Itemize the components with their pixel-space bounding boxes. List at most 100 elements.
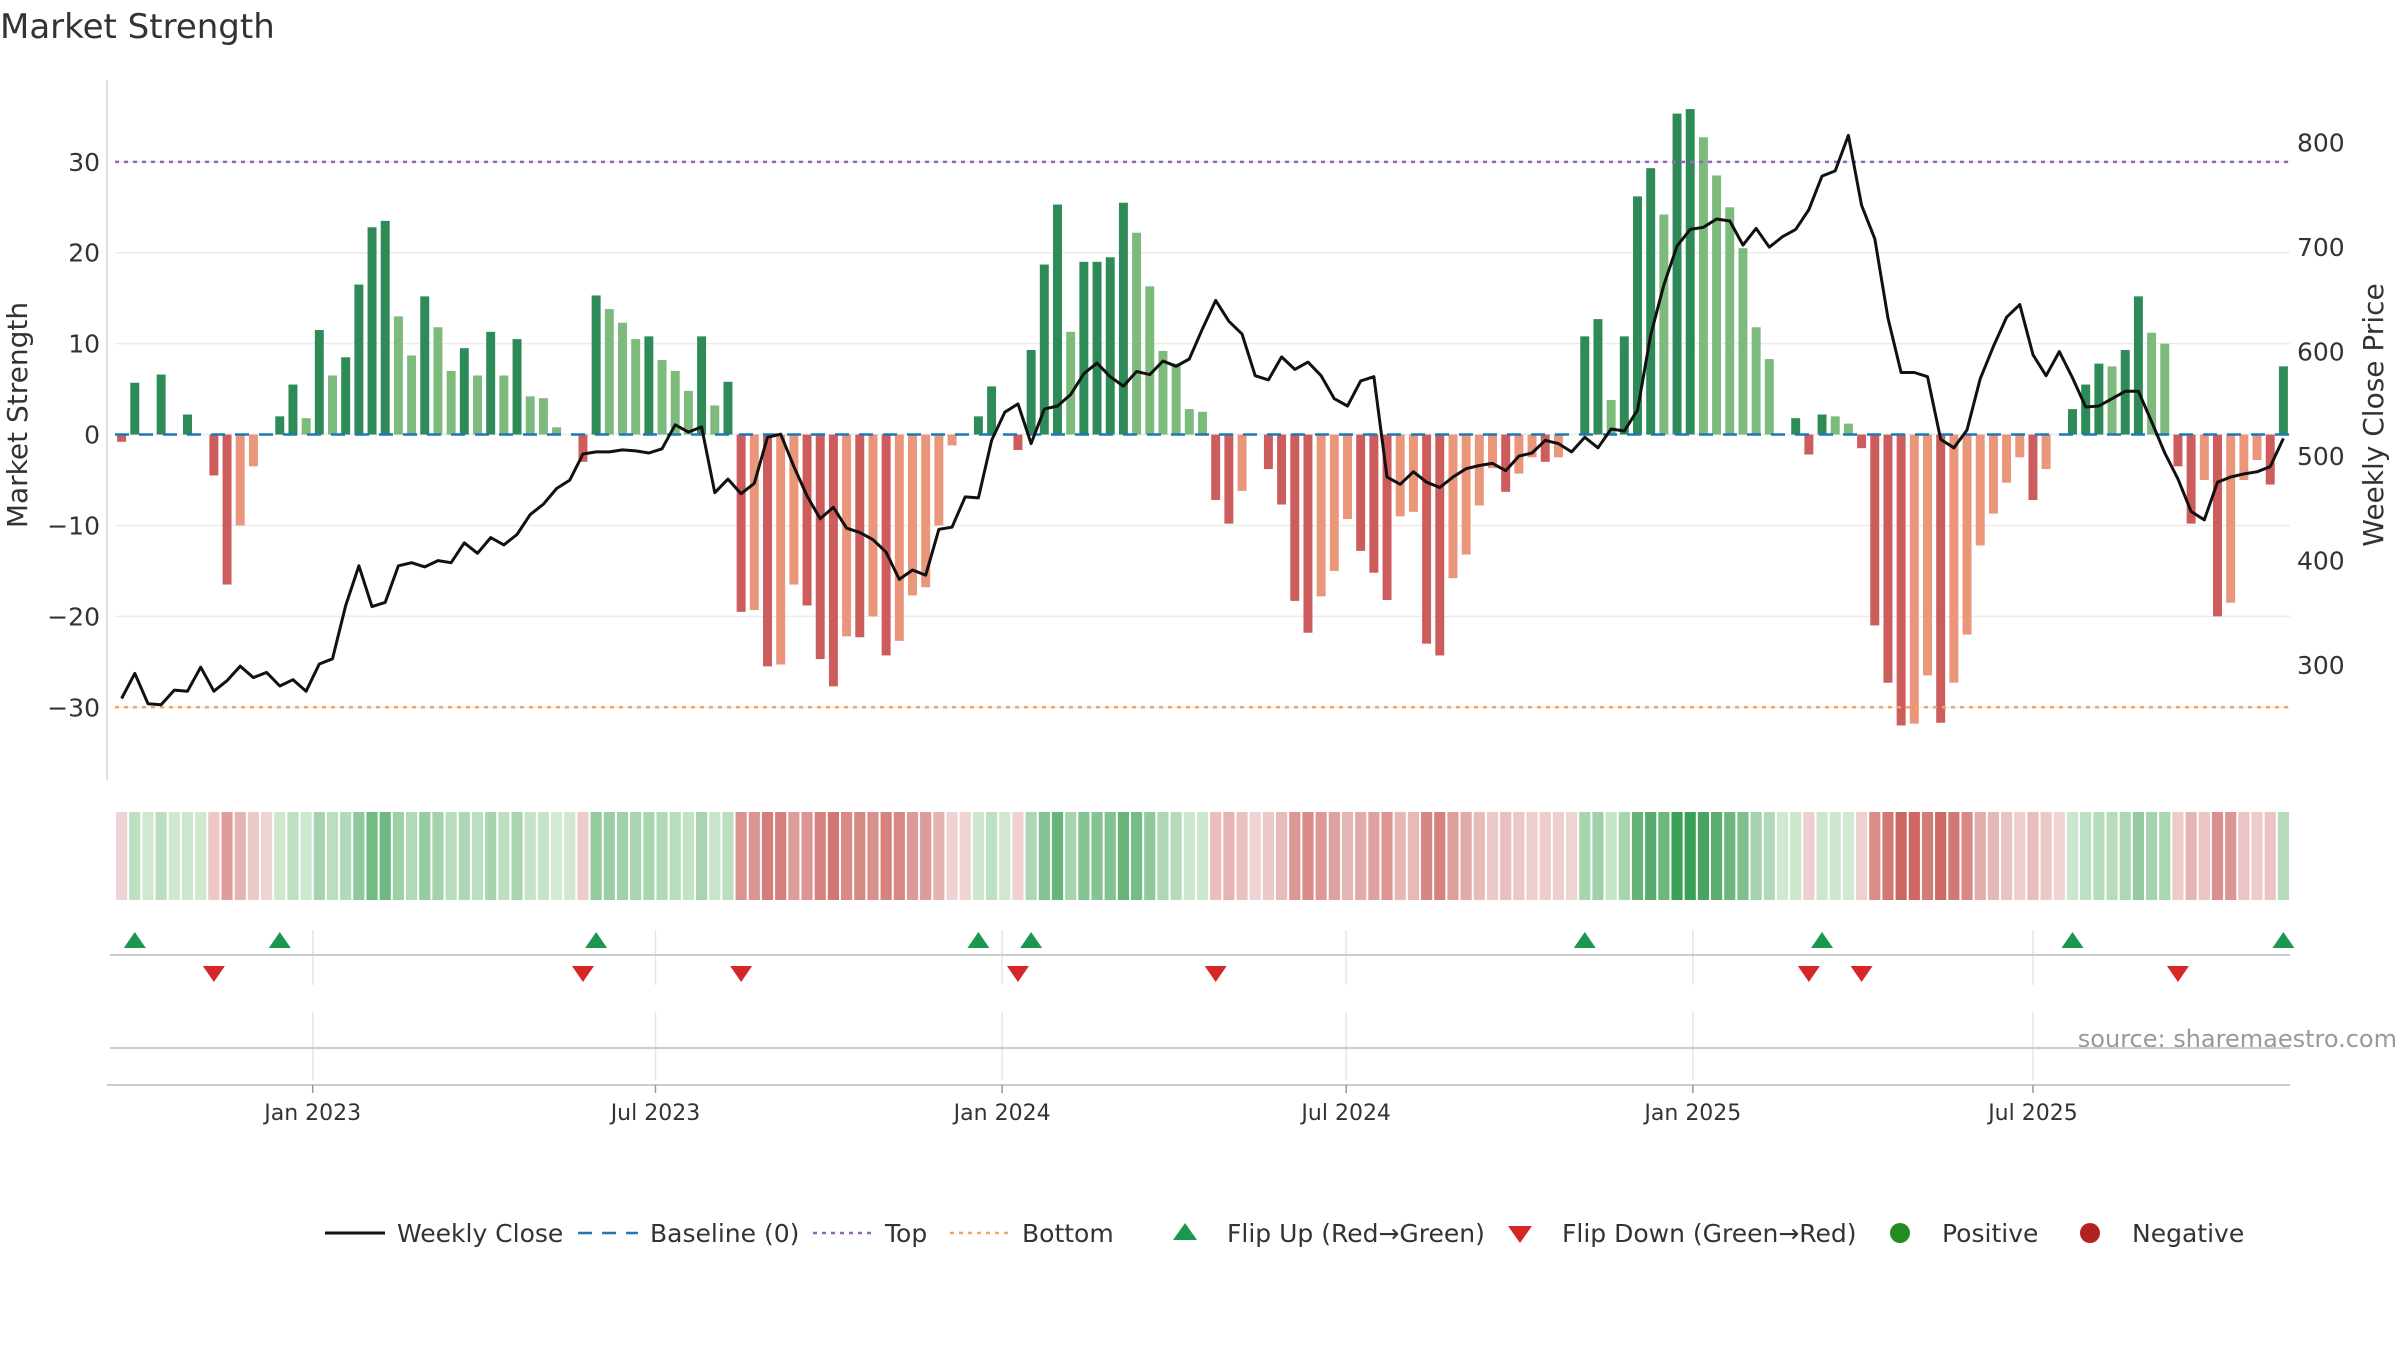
y-tick-label: 0 (84, 421, 100, 450)
strength-bar (2028, 434, 2038, 500)
heat-cell (261, 812, 273, 900)
heat-cell (1856, 812, 1868, 900)
heat-cell (1421, 812, 1433, 900)
strength-bar (1698, 137, 1708, 435)
heat-cell (208, 812, 220, 900)
heat-cell (2080, 812, 2092, 900)
heat-cell (300, 812, 312, 900)
strength-bar (1672, 113, 1682, 435)
y2-tick-label: 800 (2297, 129, 2345, 158)
heat-cell (2093, 812, 2105, 900)
heat-cell (2027, 812, 2039, 900)
heat-cell (1763, 812, 1775, 900)
strength-bar (380, 220, 390, 435)
heat-cell (445, 812, 457, 900)
heat-cell (682, 812, 694, 900)
strength-bar (130, 382, 140, 435)
strength-bar (1118, 202, 1128, 435)
strength-bar (710, 405, 720, 435)
heat-cell (2106, 812, 2118, 900)
legend-item: Baseline (0) (578, 1219, 799, 1248)
heat-cell (2014, 812, 2026, 900)
strength-bar (1145, 286, 1155, 435)
strength-bar (1633, 196, 1642, 435)
flip-up-marker (1573, 932, 1596, 948)
heat-cell (1684, 812, 1696, 900)
heat-cell (1697, 812, 1709, 900)
strength-bar (1079, 261, 1089, 435)
legend-label: Bottom (1022, 1219, 1114, 1248)
strength-bar (446, 370, 456, 435)
strength-bar (1277, 434, 1287, 505)
strength-bar (2199, 434, 2209, 480)
strength-bar (934, 434, 944, 526)
strength-bar (1382, 434, 1392, 600)
heat-cell (1065, 812, 1077, 900)
heat-cell (551, 812, 563, 900)
heat-cell (247, 812, 259, 900)
heat-cell (471, 812, 484, 900)
heat-cell (1724, 812, 1736, 900)
strength-bar (1461, 434, 1471, 555)
y-tick-label: 10 (68, 330, 100, 359)
legend-item: Bottom (950, 1219, 1114, 1248)
heat-cell (1328, 812, 1340, 900)
strength-bar (776, 434, 786, 665)
heat-cell (2211, 812, 2224, 900)
heat-cell (696, 812, 708, 900)
heat-cell (287, 812, 299, 900)
strength-bar (763, 434, 772, 667)
strength-bar (1830, 416, 1840, 435)
strength-bar (1725, 207, 1735, 435)
strength-bar (156, 374, 166, 435)
heat-cell (1051, 812, 1064, 900)
heat-cell (1104, 812, 1116, 900)
heat-cell (854, 812, 866, 900)
heat-cell (366, 812, 378, 900)
legend-item: Positive (1890, 1219, 2038, 1248)
y2-tick-label: 700 (2297, 233, 2345, 262)
strength-bar (2081, 384, 2091, 435)
heat-cell (2277, 812, 2289, 900)
heat-cell (999, 812, 1011, 900)
strength-bar (1448, 434, 1458, 579)
heat-cell (1117, 812, 1129, 900)
heat-cell (1078, 812, 1090, 900)
heat-cell (1539, 812, 1551, 900)
heat-cell (1302, 812, 1314, 900)
x-tick-label: Jul 2024 (1299, 1101, 1391, 1126)
strength-bar (604, 309, 614, 435)
strength-bar (591, 295, 601, 435)
heat-cell (1144, 812, 1156, 900)
heat-cell (1210, 812, 1222, 900)
strength-bar (499, 375, 509, 435)
heat-cell (1276, 812, 1288, 900)
heat-cell (1394, 812, 1406, 900)
heat-cell (155, 812, 167, 900)
heat-cell (2185, 812, 2197, 900)
strength-bar (1896, 434, 1906, 726)
strength-bar (1646, 168, 1656, 435)
strength-bar (2068, 409, 2077, 435)
heat-cell (181, 812, 194, 900)
heat-cell (1196, 812, 1209, 900)
y2-tick-label: 500 (2297, 442, 2345, 471)
strength-bar (947, 434, 957, 446)
heat-cell (933, 812, 945, 900)
strength-bar (433, 327, 443, 435)
y2-tick-label: 600 (2297, 338, 2345, 367)
strength-bar (235, 434, 245, 526)
heat-cell (1948, 812, 1960, 900)
heat-cell (1605, 812, 1617, 900)
heat-cell (2053, 812, 2065, 900)
strength-bar (1039, 264, 1049, 435)
strength-bar (2094, 363, 2104, 435)
strength-bar (1105, 257, 1115, 435)
heat-cell (788, 812, 800, 900)
flip-up-marker (1811, 932, 1834, 948)
strength-bar (512, 339, 522, 435)
strength-bar (670, 370, 680, 435)
strength-bar (354, 284, 364, 435)
strength-bar (1936, 434, 1946, 723)
